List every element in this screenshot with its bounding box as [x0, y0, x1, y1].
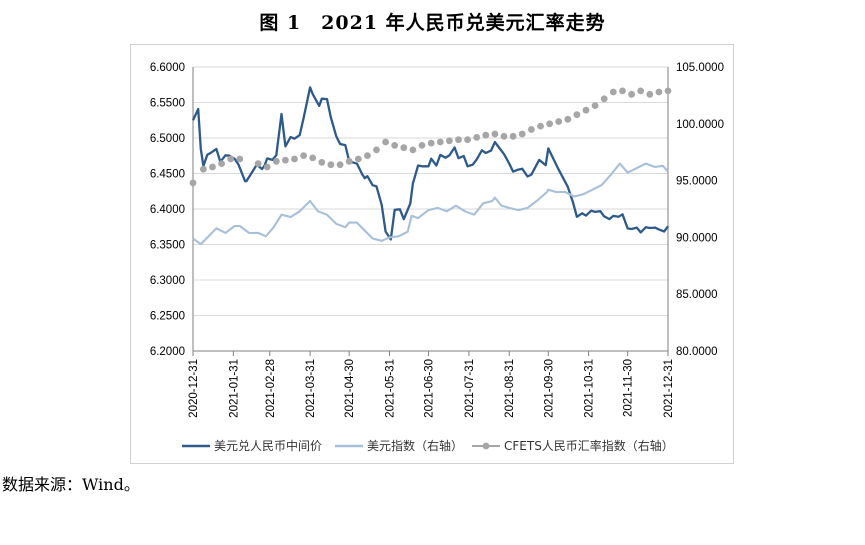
cfets-point: [609, 88, 617, 96]
x-tick-label: 2020-12-31: [188, 359, 200, 418]
cfets-point: [528, 126, 535, 133]
left-tick-label: 6.5000: [150, 133, 185, 145]
cfets-point: [391, 142, 399, 149]
cfets-point: [189, 179, 197, 187]
cfets-point: [582, 106, 590, 114]
left-tick-label: 6.5500: [150, 98, 185, 110]
cfets-point: [364, 152, 371, 160]
usdcny-midpoint-line: [191, 86, 669, 241]
data-source-note: 数据来源：Wind。: [2, 475, 140, 494]
x-tick-label: 2021-09-30: [543, 359, 555, 418]
cfets-point: [637, 87, 645, 95]
usd-index-line: [192, 162, 669, 246]
right-tick-label: 100.0000: [676, 119, 724, 131]
legend-label: CFETS人民币汇率指数（右轴）: [504, 438, 674, 453]
cfets-point: [373, 146, 380, 154]
cfets-point: [309, 154, 317, 162]
cfets-point: [573, 111, 581, 119]
legend-label: 美元指数（右轴）: [367, 438, 463, 453]
right-tick-label: 85.0000: [676, 289, 718, 301]
x-tick-label: 2021-12-31: [663, 359, 675, 418]
cfets-point: [628, 90, 635, 98]
cfets-point: [436, 138, 444, 146]
cfets-point: [254, 160, 262, 168]
left-tick-label: 6.6000: [150, 62, 185, 74]
cfets-point: [427, 139, 435, 147]
cfets-point: [555, 118, 563, 125]
left-tick-label: 6.3000: [150, 275, 185, 287]
legend-label: 美元兑人民币中间价: [214, 438, 322, 453]
cfets-point: [600, 95, 608, 103]
cfets-point: [500, 132, 508, 140]
cfets-point: [382, 138, 389, 146]
cfets-point: [418, 142, 426, 149]
cfets-point: [537, 122, 544, 130]
cfets-point: [564, 115, 572, 123]
left-tick-label: 6.3500: [150, 240, 185, 252]
cfets-point: [473, 134, 481, 141]
cfets-point: [282, 156, 289, 164]
legend: 美元兑人民币中间价 美元指数（右轴） CFETS人民币汇率指数（右轴）: [182, 438, 674, 453]
cfets-point: [646, 90, 654, 98]
cfets-point: [409, 146, 417, 154]
cfets-point: [218, 160, 226, 168]
right-tick-label: 80.0000: [676, 346, 718, 358]
x-tick-label: 2021-06-30: [424, 359, 436, 418]
cfets-point: [619, 87, 626, 95]
legend-swatch-dot: [482, 442, 490, 450]
cfets-point: [200, 165, 207, 173]
cfets-point: [354, 155, 362, 163]
cfets-point: [336, 161, 344, 169]
cfets-point: [464, 136, 471, 144]
cfets-point: [655, 88, 663, 96]
cfets-point: [546, 120, 553, 128]
left-tick-label: 6.4000: [150, 204, 185, 216]
left-tick-label: 6.4500: [150, 169, 185, 181]
cfets-point: [236, 155, 244, 163]
right-axis-ticks: 80.0000 85.0000 90.0000 95.0000 100.0000 105.…: [676, 62, 724, 358]
cfets-point: [291, 155, 298, 163]
cfets-point: [509, 132, 517, 140]
x-tick-label: 2021-04-30: [344, 359, 356, 418]
cfets-point: [400, 144, 408, 152]
right-tick-label: 90.0000: [676, 232, 718, 244]
cfets-point: [591, 102, 599, 109]
x-tick-label: 2021-07-31: [464, 359, 476, 418]
cfets-point: [518, 130, 526, 138]
x-tick-label: 2021-10-31: [584, 359, 596, 418]
x-tick-label: 2021-03-31: [305, 359, 317, 418]
cfets-point: [446, 137, 453, 145]
x-tick-label: 2021-08-31: [504, 359, 516, 418]
cfets-point: [300, 152, 307, 160]
chart-frame: [130, 44, 734, 464]
right-tick-label: 105.0000: [676, 62, 724, 74]
x-tick-label: 2021-01-31: [228, 359, 240, 418]
x-tick-label: 2021-11-30: [623, 359, 635, 417]
x-axis-ticks: 2020-12-31 2021-01-31 2021-02-28 2021-03-31…: [188, 351, 675, 418]
cfets-point: [455, 136, 462, 144]
cfets-point: [209, 163, 216, 171]
left-tick-label: 6.2000: [150, 346, 185, 358]
chart-title: 图 1 2021 年人民币兑美元汇率走势: [259, 12, 606, 34]
right-tick-label: 95.0000: [676, 176, 718, 188]
x-tick-label: 2021-05-31: [385, 359, 397, 418]
cfets-point: [664, 87, 672, 95]
left-tick-label: 6.2500: [150, 311, 185, 323]
cfets-point: [327, 161, 335, 169]
cfets-point: [227, 155, 235, 163]
left-axis-ticks: 6.2000 6.2500 6.3000 6.3500 6.4000 6.4500 6.50…: [150, 62, 185, 358]
series-layer: [189, 86, 672, 246]
gridlines: [193, 66, 668, 316]
cfets-point: [263, 163, 271, 171]
cfets-point: [482, 131, 490, 139]
cfets-point: [345, 157, 353, 165]
cfets-point: [272, 157, 280, 165]
cfets-point: [318, 159, 326, 166]
x-tick-label: 2021-02-28: [265, 359, 277, 418]
cfets-point: [491, 130, 499, 138]
